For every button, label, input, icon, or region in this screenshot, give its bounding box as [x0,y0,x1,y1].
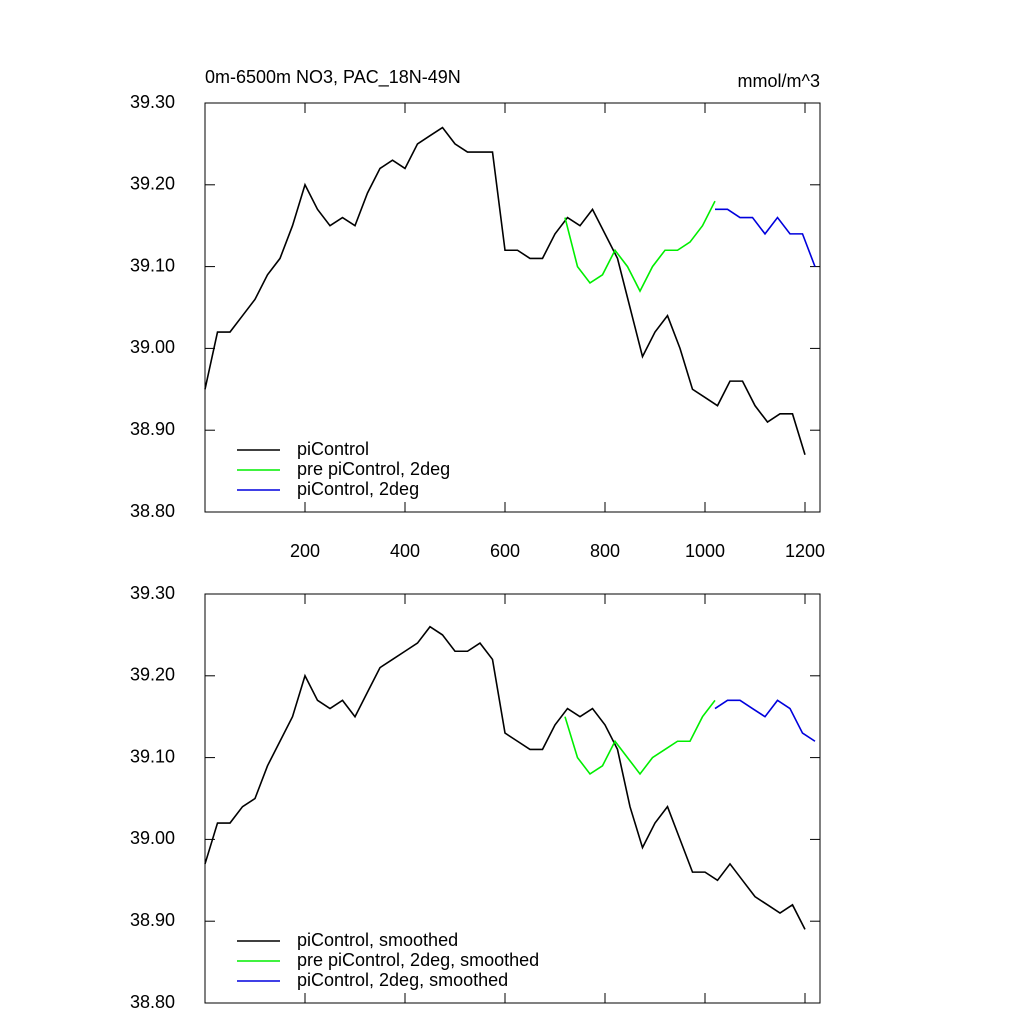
x-tick-label: 200 [290,541,320,561]
legend-label: piControl [297,439,369,459]
y-tick-label: 39.20 [130,665,175,685]
y-tick-label: 39.00 [130,828,175,848]
legend-label: piControl, smoothed [297,930,458,950]
y-tick-label: 39.30 [130,583,175,603]
plot-frame [204,593,821,1004]
legend-label: pre piControl, 2deg, smoothed [297,950,539,970]
x-tick-label: 400 [390,541,420,561]
y-tick-label: 38.90 [130,419,175,439]
y-tick-label: 39.30 [130,92,175,112]
x-tick-label: 1200 [785,541,825,561]
data-line [204,625,806,930]
y-tick-label: 38.90 [130,910,175,930]
y-tick-label: 39.10 [130,746,175,766]
legend-label: piControl, 2deg [297,479,419,499]
chart-title: 0m-6500m NO3, PAC_18N-49N [205,67,461,88]
y-tick-label: 39.00 [130,337,175,357]
data-line [715,208,816,267]
y-tick-label: 38.80 [130,501,175,521]
plot-frame [204,102,821,513]
data-line [204,126,806,455]
x-tick-label: 800 [590,541,620,561]
data-line [714,699,816,742]
x-tick-label: 1000 [685,541,725,561]
data-line [564,699,716,776]
units-label: mmol/m^3 [738,71,820,91]
y-tick-label: 38.80 [130,992,175,1012]
y-tick-label: 39.10 [130,255,175,275]
legend-label: piControl, 2deg, smoothed [297,970,508,990]
data-line [564,200,716,293]
y-tick-label: 39.20 [130,174,175,194]
legend-label: pre piControl, 2deg [297,459,450,479]
x-tick-label: 600 [490,541,520,561]
